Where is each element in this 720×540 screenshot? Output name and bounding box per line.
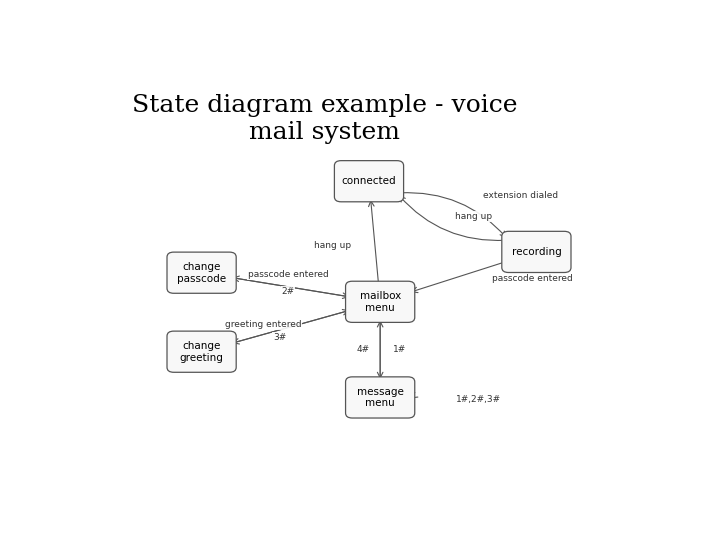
- Text: connected: connected: [342, 176, 396, 186]
- Text: change
passcode: change passcode: [177, 262, 226, 284]
- Text: passcode entered: passcode entered: [248, 271, 328, 279]
- Text: 4#: 4#: [357, 345, 370, 354]
- Text: recording: recording: [511, 247, 562, 257]
- Text: hang up: hang up: [456, 212, 492, 221]
- Text: message
menu: message menu: [356, 387, 404, 408]
- Text: mailbox
menu: mailbox menu: [359, 291, 401, 313]
- Text: 1#,2#,3#: 1#,2#,3#: [456, 395, 500, 404]
- Text: 3#: 3#: [273, 333, 287, 342]
- Text: hang up: hang up: [314, 241, 351, 250]
- FancyBboxPatch shape: [167, 331, 236, 372]
- FancyBboxPatch shape: [502, 231, 571, 273]
- Text: 2#: 2#: [282, 287, 294, 296]
- FancyBboxPatch shape: [167, 252, 236, 293]
- FancyBboxPatch shape: [346, 281, 415, 322]
- Text: greeting entered: greeting entered: [225, 320, 301, 329]
- Text: extension dialed: extension dialed: [483, 191, 559, 200]
- Text: 1#: 1#: [393, 345, 406, 354]
- Text: passcode entered: passcode entered: [492, 274, 572, 284]
- Text: change
greeting: change greeting: [180, 341, 223, 362]
- FancyBboxPatch shape: [346, 377, 415, 418]
- Text: State diagram example - voice
mail system: State diagram example - voice mail syste…: [132, 94, 517, 144]
- FancyBboxPatch shape: [334, 160, 404, 202]
